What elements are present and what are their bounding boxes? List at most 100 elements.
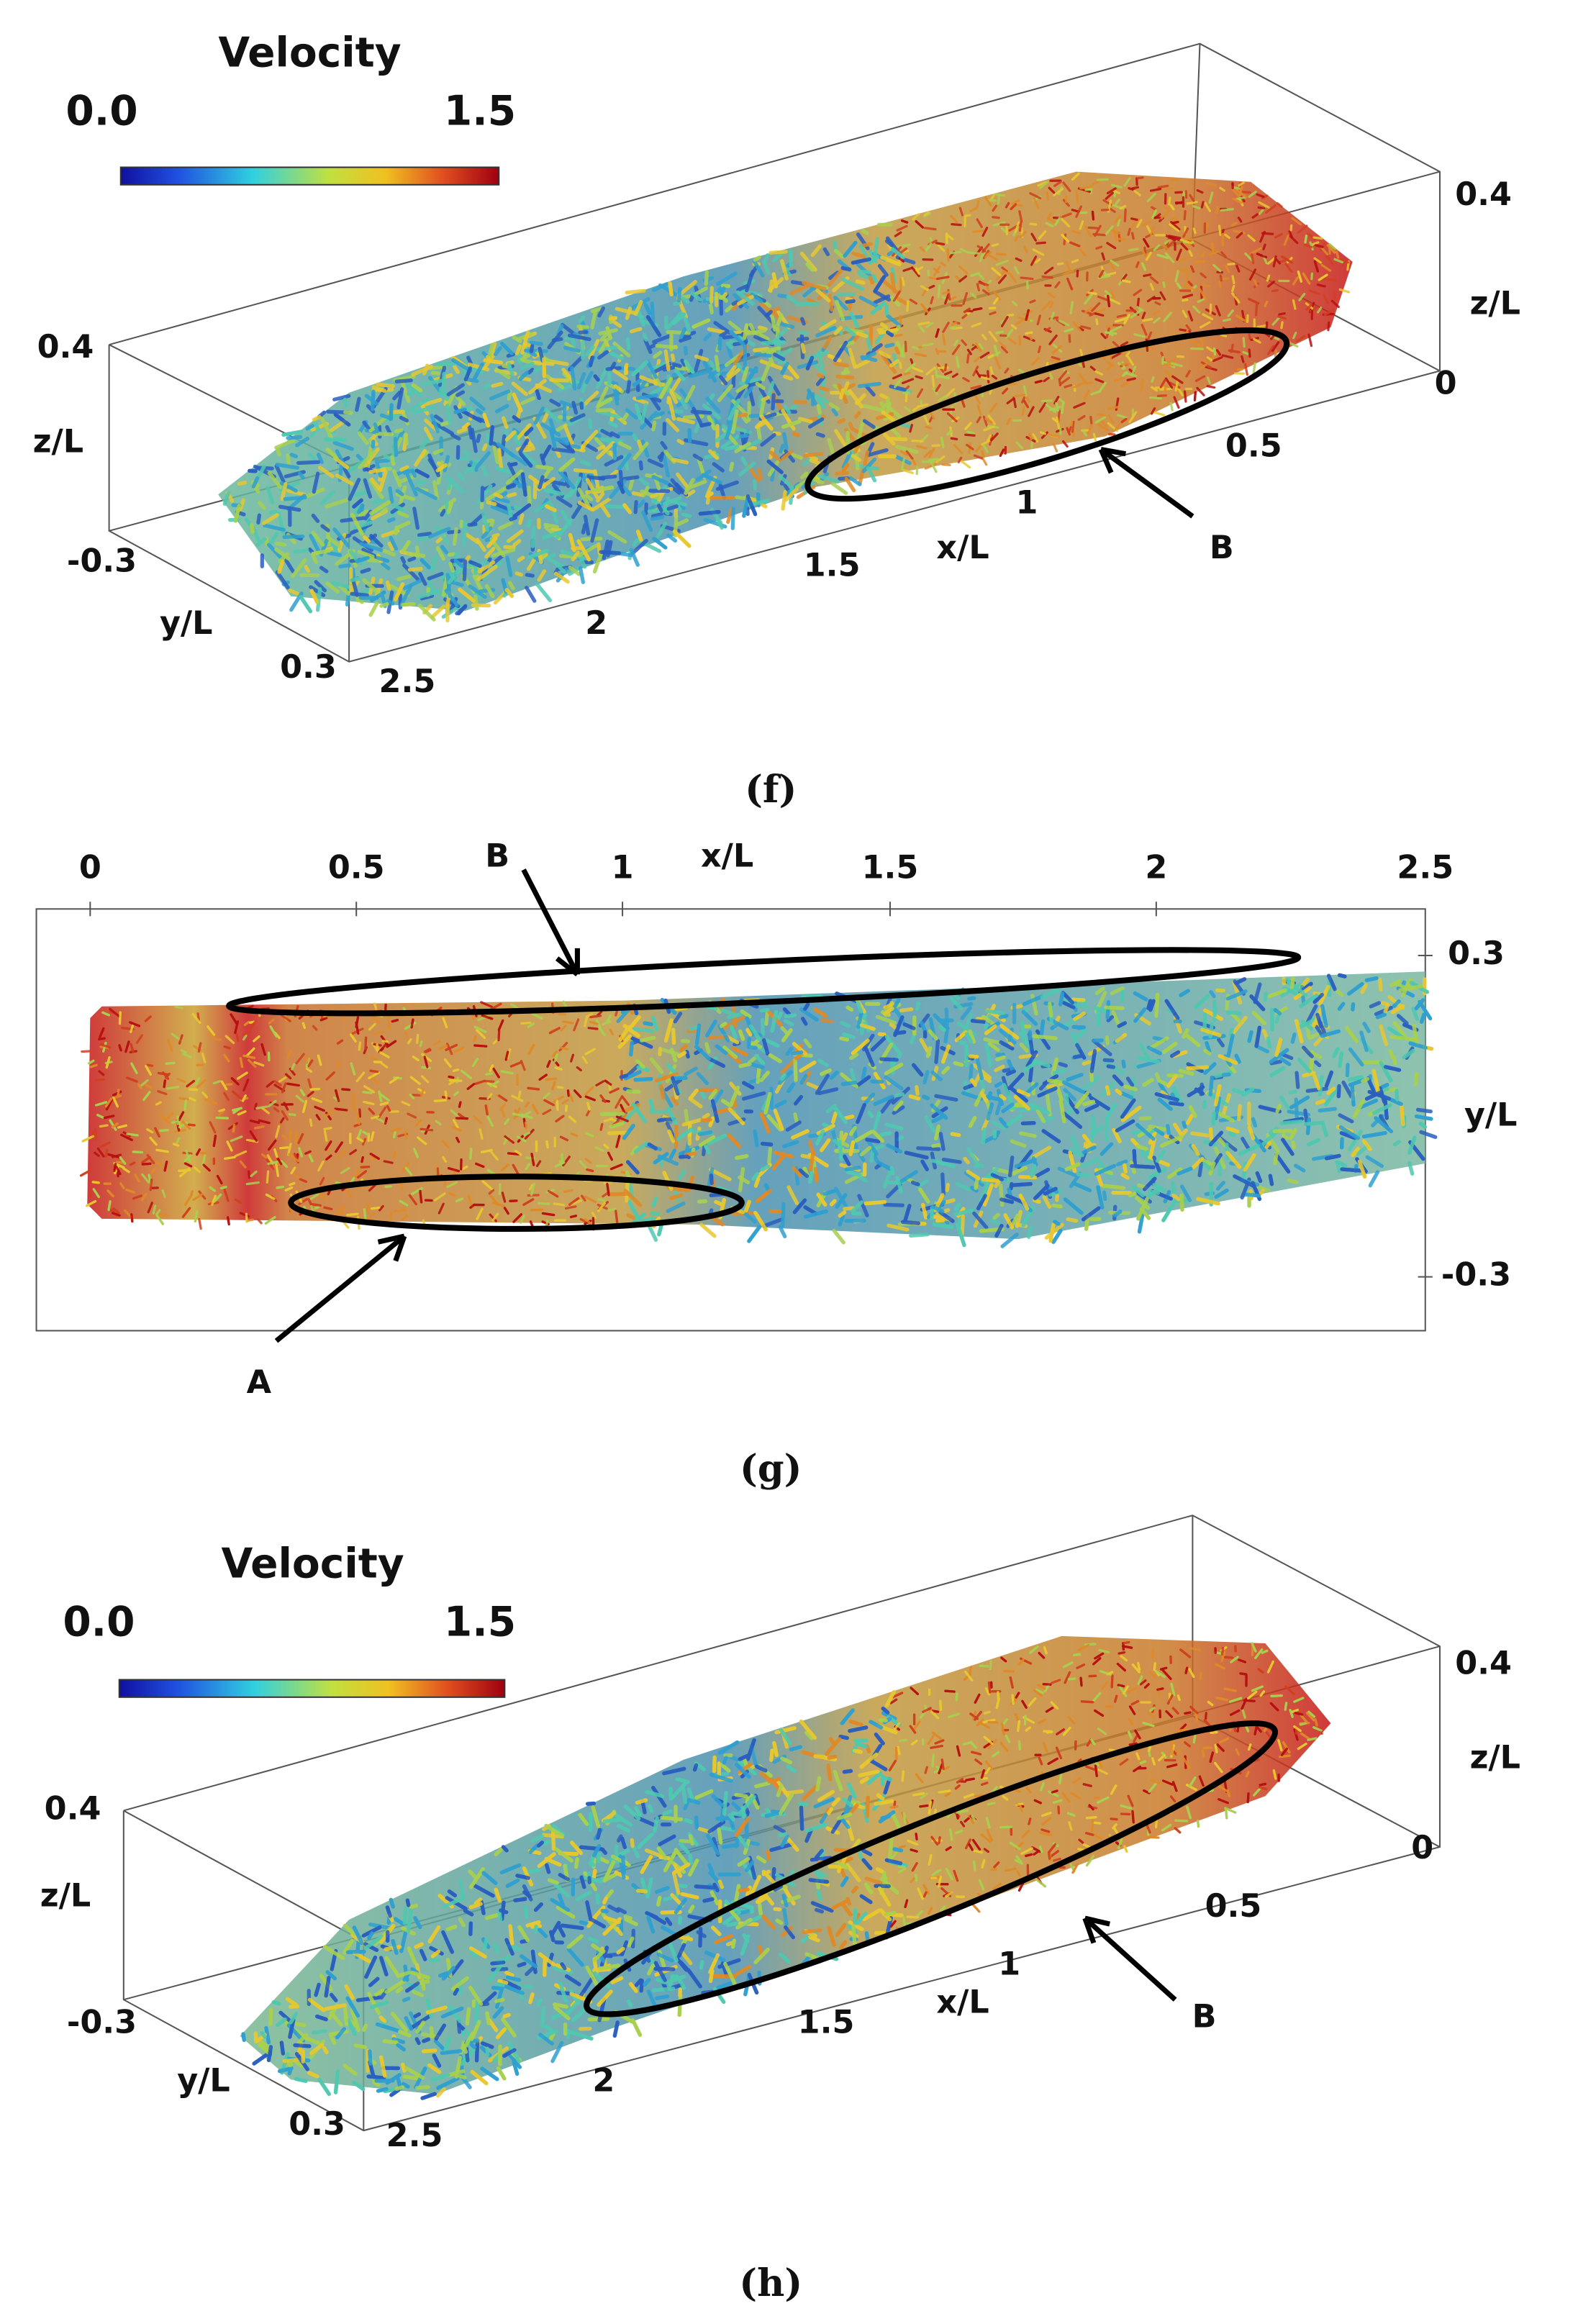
vortex [99,1124,109,1128]
vortex [896,296,908,306]
vortex [556,1086,564,1089]
vortex [286,435,303,440]
vortex [1121,1059,1126,1069]
vortex [1138,1116,1152,1121]
vortex [1130,366,1137,377]
vortex [630,538,648,555]
vortex [1253,279,1259,287]
vortex [563,345,581,353]
vortex [839,388,845,400]
vortex [707,327,726,335]
vortex [1200,337,1204,347]
vortex [1318,1107,1338,1113]
vortex [1145,251,1152,261]
vortex [640,402,648,425]
vortex [1375,1012,1387,1020]
vortex [1288,1089,1297,1095]
vortex [1151,310,1161,316]
vortex [383,1160,394,1164]
vortex [1035,258,1041,264]
vortex [1185,324,1192,332]
vortex [724,444,740,451]
vortex [789,249,794,268]
vortex [822,247,830,257]
vortex [1154,992,1160,1018]
vortex [1415,1107,1433,1114]
vortex [507,529,524,543]
vortex [687,428,692,443]
vortex [1100,332,1107,340]
vortex [415,480,427,485]
vortex [445,404,452,425]
vortex [590,307,604,313]
vortex [1039,180,1049,189]
vortex [931,1143,944,1148]
vortex [527,485,532,507]
vortex [323,1126,332,1130]
vortex [355,396,361,412]
vortex [1297,224,1308,234]
vortex [1287,1178,1299,1184]
vortex [1232,197,1243,204]
vortex [1160,210,1170,219]
vortex [261,513,279,525]
vortex [1272,255,1277,268]
vortex [308,453,317,461]
vortex [1256,324,1268,329]
y-tick: 0.3 [280,649,337,686]
vortex [1115,198,1120,206]
vortex [819,319,837,332]
vortex [1006,417,1012,425]
vortex [1345,1063,1350,1078]
vortex [1189,338,1202,348]
vortex [513,505,522,510]
vortex [987,370,990,383]
vortex [1023,245,1028,253]
vortex [941,1158,962,1164]
vortex [588,339,600,360]
vortex [649,342,658,349]
vortex [1251,212,1259,219]
vortex [853,411,861,419]
vortex [1258,1188,1266,1196]
vortex [448,561,455,573]
vortex [278,504,301,512]
vortex [972,307,983,312]
vortex [1170,216,1178,220]
vortex [1330,299,1340,309]
vortex [910,266,920,278]
vortex [912,459,917,466]
vortex [861,404,886,413]
vortex [832,1228,845,1245]
vortex [799,317,806,326]
vortex [1164,252,1175,263]
vortex [484,584,495,599]
vortex [1206,385,1216,389]
vortex [924,463,938,470]
vortex [1048,186,1056,194]
vortex [464,532,480,545]
vortex [514,571,524,577]
vortex [492,445,500,465]
vortex [958,275,968,283]
vortex [561,1153,564,1164]
vortex [940,437,945,448]
vortex [630,327,643,334]
vortex [866,448,889,458]
vortex [615,453,632,473]
vortex [1084,294,1093,305]
vortex [1167,235,1182,240]
vortex [1161,355,1165,366]
vortex [625,408,638,420]
colorbar-title: Velocity [218,29,401,76]
vortex [491,381,504,388]
vortex [1325,255,1335,266]
vortex [673,301,681,307]
vortex [889,1022,897,1030]
vortex [817,473,840,484]
vortex [759,399,766,417]
vortex [405,473,419,497]
vortex [1029,192,1042,200]
vortex [922,1094,930,1101]
vortex [856,419,865,442]
